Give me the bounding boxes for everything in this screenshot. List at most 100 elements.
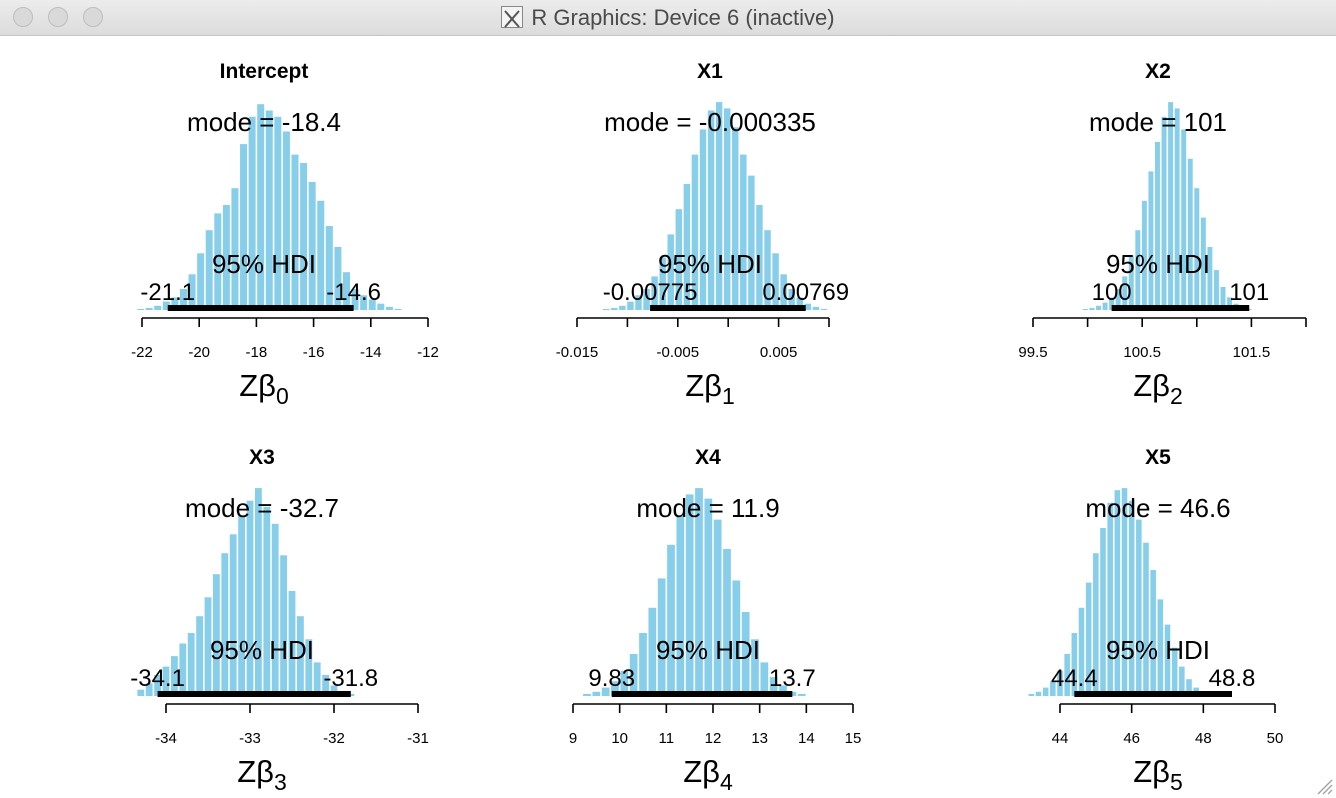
histogram-bar: [760, 662, 769, 696]
histogram-bar: [360, 295, 368, 310]
histogram-bar: [603, 308, 610, 310]
x-axis-label: Zβ1: [685, 368, 735, 409]
x-tick-label: -12: [417, 344, 439, 361]
histogram-bar: [205, 230, 213, 310]
x-tick-label: -14: [360, 344, 382, 361]
histogram-bar: [229, 534, 237, 696]
hdi-bar: [650, 305, 806, 311]
histogram-bar: [1114, 490, 1121, 696]
x-tick-label: -0.015: [556, 344, 599, 361]
histogram-bar: [1150, 570, 1156, 696]
histogram-bar: [648, 607, 657, 696]
histogram-bar: [683, 184, 691, 310]
hdi-low-label: 9.83: [588, 665, 635, 692]
histogram-bar: [1100, 528, 1106, 696]
histogram-bar: [611, 307, 618, 310]
histogram-bar: [1042, 687, 1049, 696]
histogram-bar: [300, 163, 308, 310]
histogram-bar: [265, 110, 273, 310]
histogram-bar: [639, 633, 647, 696]
histogram-bar: [385, 306, 393, 310]
histogram-bar: [137, 689, 145, 696]
histogram-bar: [297, 616, 304, 696]
histogram-bar: [611, 681, 619, 696]
mode-label: mode = 101: [1089, 107, 1227, 137]
panel-title: Intercept: [220, 60, 309, 83]
histogram-bar: [643, 289, 650, 310]
histogram-bar: [145, 683, 153, 696]
histogram-bar: [257, 104, 265, 310]
x-axis-label-base: Zβ: [1133, 368, 1170, 403]
x-tick-label: -16: [303, 344, 325, 361]
histogram-bar: [788, 289, 795, 310]
hdi-label: 95% HDI: [656, 635, 760, 665]
mode-label: mode = 11.9: [636, 493, 779, 523]
panel-title: X5: [1145, 446, 1171, 469]
x-axis-label-subscript: 3: [274, 769, 287, 795]
x-axis-label-subscript: 0: [276, 383, 289, 409]
histogram-bar: [619, 305, 626, 310]
histogram-bar: [751, 639, 759, 696]
histogram-bar: [1035, 691, 1042, 696]
x-tick-label: -33: [239, 730, 261, 747]
histogram-bar: [1028, 693, 1035, 696]
panel-2: -0.015 -0.005 0.005 X1 mode = -0.000335 95% H…: [556, 60, 849, 409]
close-button[interactable]: [13, 7, 33, 27]
histogram-bar: [1181, 129, 1187, 310]
histogram-bar: [162, 666, 170, 696]
x-tick-label: 46: [1123, 730, 1140, 747]
panel-1: -22 -20 -18 -16 -14 -12 Intercept mode = -18.4 9…: [131, 60, 439, 409]
histogram-bar: [723, 549, 731, 696]
histogram-bar: [704, 498, 713, 696]
resize-grip-icon[interactable]: [1312, 774, 1334, 796]
histogram-bar: [723, 108, 731, 311]
hdi-label: 95% HDI: [1106, 635, 1210, 665]
histogram-bar: [1109, 297, 1115, 310]
histogram-bar: [1121, 488, 1128, 696]
x-axis-label: Zβ5: [1133, 754, 1183, 795]
minimize-button[interactable]: [48, 7, 68, 27]
x-tick-label: 10: [611, 730, 628, 747]
histogram-bar: [635, 295, 642, 310]
histogram-bar: [769, 677, 778, 696]
zoom-button[interactable]: [83, 7, 103, 27]
histogram-bar: [667, 234, 674, 310]
histogram-bar: [1143, 542, 1149, 696]
histogram-bar: [1089, 307, 1095, 310]
histogram-bar: [1085, 582, 1092, 696]
histogram-bar: [1050, 681, 1056, 696]
x-tick-label: 44: [1052, 730, 1069, 747]
histogram-bar: [740, 154, 747, 310]
histogram-bar: [748, 175, 755, 310]
histogram-bar: [1128, 255, 1134, 310]
histogram-bar: [313, 662, 321, 696]
hdi-bar: [1111, 305, 1250, 311]
panel-title: X2: [1145, 60, 1171, 83]
x11-icon: [501, 6, 524, 28]
histogram-bar: [1227, 297, 1233, 310]
histogram-bar: [248, 116, 256, 310]
histogram-bar: [1194, 188, 1200, 310]
histogram-bar: [171, 297, 179, 310]
histogram-bar: [179, 289, 187, 310]
x-axis-label-subscript: 4: [720, 769, 733, 795]
histogram-bar: [715, 102, 723, 310]
histogram-bar: [246, 500, 254, 696]
hdi-bar: [611, 691, 793, 697]
histogram-bar: [1141, 200, 1147, 310]
histogram-bar: [659, 257, 666, 310]
hdi-label: 95% HDI: [212, 249, 316, 279]
x-axis-label: Zβ4: [683, 754, 733, 795]
histogram-bar: [171, 656, 178, 696]
histogram-bar: [797, 693, 806, 696]
histogram-bar: [214, 213, 222, 310]
histogram-bar: [695, 488, 703, 696]
hdi-label: 95% HDI: [210, 635, 314, 665]
histogram-bar: [1155, 142, 1160, 310]
x-tick-label: 15: [845, 730, 862, 747]
hdi-high-label: -14.6: [326, 279, 381, 306]
histogram-bar: [1135, 230, 1141, 310]
histogram-bar: [1128, 500, 1135, 696]
histogram-bar: [772, 253, 779, 310]
